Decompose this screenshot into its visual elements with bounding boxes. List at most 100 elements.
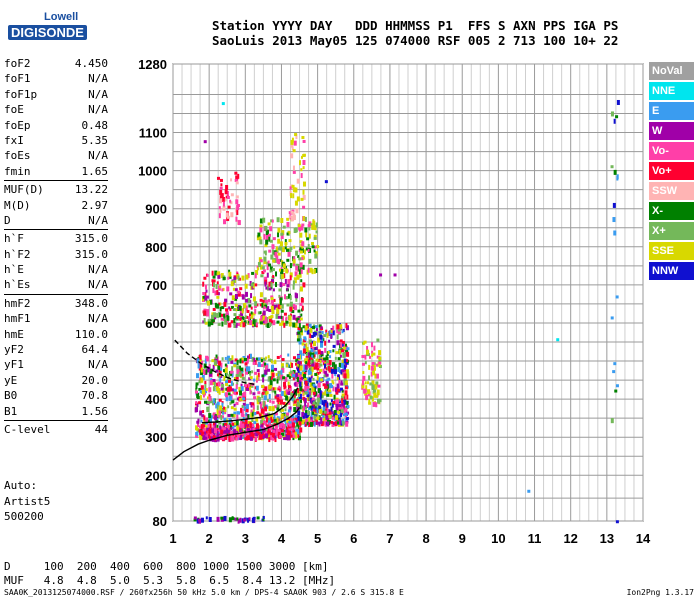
echo-point: [292, 211, 295, 215]
echo-point: [271, 372, 275, 378]
echo-point: [290, 210, 294, 214]
echo-point: [264, 431, 268, 435]
echo-point: [278, 268, 281, 272]
echo-point: [336, 421, 339, 425]
echo-point: [292, 373, 296, 377]
echo-point: [195, 407, 199, 413]
echo-point: [249, 386, 252, 390]
echo-point: [245, 305, 248, 311]
echo-point: [261, 302, 264, 308]
echo-point: [323, 334, 327, 338]
echo-point: [269, 322, 272, 328]
echo-point: [280, 315, 283, 319]
echo-point: [335, 399, 338, 405]
echo-point: [370, 365, 374, 371]
echo-point: [233, 362, 237, 366]
echo-point: [276, 404, 280, 408]
echo-point: [230, 300, 234, 304]
echo-point: [241, 392, 245, 398]
echo-point: [337, 357, 341, 361]
echo-point: [231, 372, 234, 378]
echo-point: [274, 251, 278, 257]
echo-point: [345, 414, 348, 418]
echo-point: [317, 401, 320, 407]
echo-point: [280, 309, 284, 313]
echo-point: [295, 296, 298, 302]
echo-point: [308, 416, 311, 422]
muf-table: D 100 200 400 600 800 1000 1500 3000 [km…: [4, 560, 335, 588]
echo-point: [244, 362, 248, 366]
echo-point: [204, 388, 208, 394]
echo-point: [315, 346, 318, 350]
echo-point: [234, 171, 238, 175]
echo-point: [204, 381, 207, 385]
echo-point: [287, 231, 291, 235]
echo-point: [288, 435, 291, 439]
echo-point: [274, 281, 277, 287]
echo-point: [305, 357, 308, 363]
x-tick-label: 8: [422, 531, 429, 546]
echo-point: [300, 330, 304, 336]
echo-point: [268, 376, 272, 382]
echo-point: [259, 224, 263, 228]
echo-point: [339, 419, 342, 425]
param-row: hmE 110.0: [4, 327, 108, 342]
echo-point: [272, 429, 276, 435]
echo-point: [252, 319, 256, 325]
echo-point: [245, 406, 249, 412]
echo-point: [341, 393, 345, 397]
echo-point: [292, 284, 295, 290]
echo-point: [273, 414, 276, 420]
echo-point: [267, 355, 270, 359]
x-tick-label: 11: [528, 531, 542, 546]
echo-point: [245, 358, 249, 364]
echo-point: [247, 382, 250, 388]
echo-point: [246, 309, 250, 313]
echo-point: [212, 424, 215, 430]
echo-point: [218, 421, 222, 425]
echo-point: [259, 303, 263, 307]
echo-point: [269, 399, 272, 403]
echo-point: [256, 265, 259, 269]
echo-point: [315, 403, 319, 407]
echo-point: [288, 418, 292, 424]
echo-point: [286, 287, 289, 291]
echo-point: [204, 383, 207, 389]
echo-point: [319, 368, 323, 372]
echo-point: [613, 118, 616, 124]
echo-point: [241, 320, 244, 324]
echo-point: [216, 516, 220, 522]
echo-point: [256, 405, 259, 411]
echo-point: [242, 322, 246, 328]
echo-point: [330, 406, 333, 412]
echo-point: [216, 272, 220, 276]
echo-point: [269, 269, 272, 273]
echo-point: [262, 377, 265, 383]
echo-point: [225, 387, 228, 391]
echo-point: [287, 430, 291, 436]
echo-point: [261, 393, 264, 399]
echo-point: [298, 364, 301, 370]
y-tick-label: 700: [145, 278, 167, 293]
echo-point: [288, 401, 291, 405]
echo-point: [301, 136, 305, 140]
echo-point: [289, 406, 292, 410]
logo-top-text: Lowell: [44, 11, 79, 23]
echo-point: [220, 516, 224, 520]
echo-point: [306, 237, 310, 241]
echo-point: [212, 307, 216, 311]
echo-point: [237, 427, 240, 433]
echo-point: [255, 416, 259, 422]
echo-point: [289, 370, 293, 374]
echo-point: [235, 402, 239, 406]
echo-point: [270, 414, 274, 420]
echo-point: [207, 321, 211, 327]
echo-point: [292, 434, 296, 438]
echo-point: [264, 244, 268, 248]
param-label: MUF(D): [4, 183, 44, 197]
echo-point: [291, 184, 295, 188]
echo-point: [298, 160, 301, 166]
echo-point: [251, 271, 255, 275]
echo-point: [204, 358, 207, 364]
echo-point: [222, 433, 226, 437]
